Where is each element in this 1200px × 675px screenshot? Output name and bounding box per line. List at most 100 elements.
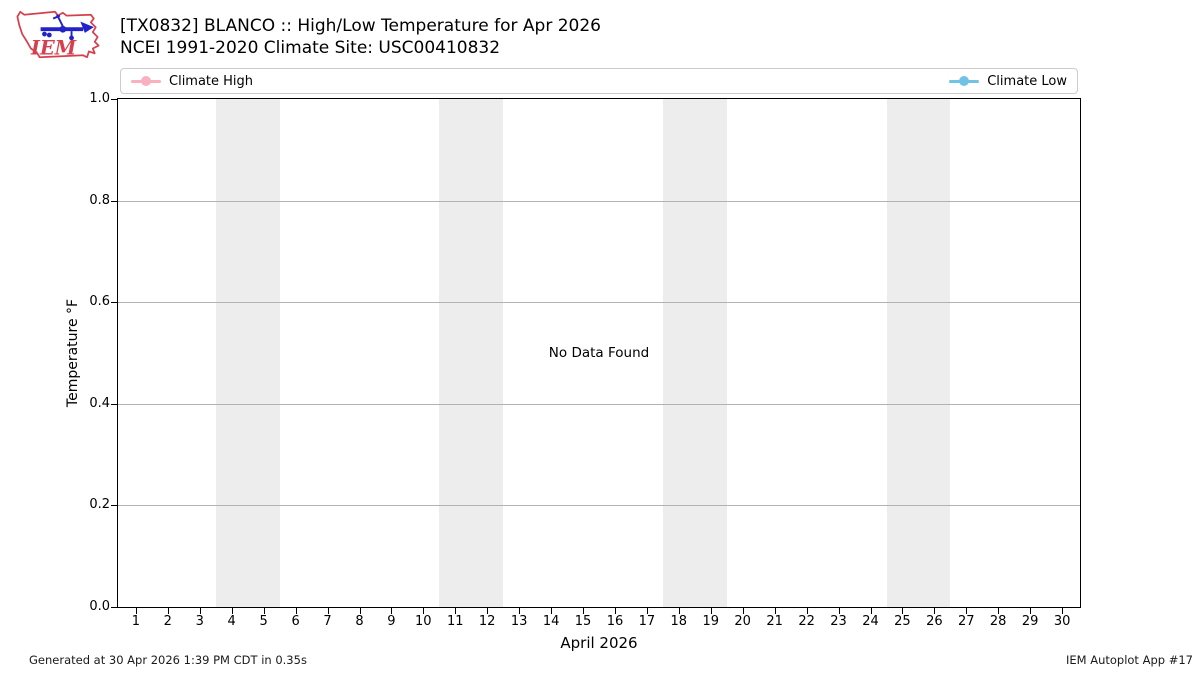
x-tick-label: 17 bbox=[638, 614, 656, 629]
x-tick-mark bbox=[838, 608, 840, 614]
x-tick-mark bbox=[519, 608, 521, 614]
y-tick-label: 0.8 bbox=[89, 192, 110, 208]
y-tick-label: 0.4 bbox=[89, 395, 110, 411]
climate-high-marker-icon bbox=[131, 75, 161, 87]
title-block: [TX0832] BLANCO :: High/Low Temperature … bbox=[120, 15, 601, 59]
x-tick-mark bbox=[678, 608, 680, 614]
x-tick-mark bbox=[774, 608, 776, 614]
y-tick-mark bbox=[111, 505, 118, 507]
x-tick-label: 11 bbox=[447, 614, 464, 629]
plot-area: No Data Found bbox=[117, 98, 1081, 608]
y-tick-label: 0.2 bbox=[89, 497, 110, 513]
x-tick-label: 16 bbox=[606, 614, 624, 629]
x-tick-mark bbox=[199, 608, 201, 614]
legend-label-climate-high: Climate High bbox=[169, 73, 254, 89]
chart-subtitle: NCEI 1991-2020 Climate Site: USC00410832 bbox=[120, 38, 501, 58]
x-tick-mark bbox=[934, 608, 936, 614]
x-tick-mark bbox=[455, 608, 457, 614]
x-tick-label: 26 bbox=[926, 614, 943, 629]
y-axis-label: Temperature °F bbox=[65, 298, 81, 408]
legend-label-climate-low: Climate Low bbox=[987, 73, 1067, 89]
iowa-outline-icon bbox=[16, 10, 100, 59]
x-tick-label: 8 bbox=[355, 614, 364, 629]
x-tick-label: 30 bbox=[1053, 614, 1071, 629]
weekend-shading-band bbox=[215, 99, 280, 607]
weekend-shading-band bbox=[662, 99, 727, 607]
x-tick-label: 6 bbox=[291, 614, 300, 629]
x-tick-label: 10 bbox=[415, 614, 432, 629]
x-tick-label: 3 bbox=[195, 614, 204, 629]
y-gridline bbox=[118, 200, 1080, 202]
x-tick-label: 27 bbox=[958, 614, 975, 629]
x-tick-mark bbox=[710, 608, 712, 614]
climate-low-marker-icon bbox=[949, 75, 980, 87]
x-tick-mark bbox=[295, 608, 297, 614]
x-tick-label: 22 bbox=[798, 614, 815, 629]
x-tick-label: 18 bbox=[670, 614, 688, 629]
y-tick-mark bbox=[111, 302, 118, 304]
x-axis-label: April 2026 bbox=[560, 634, 638, 652]
x-tick-mark bbox=[966, 608, 968, 614]
x-tick-label: 2 bbox=[163, 614, 172, 629]
x-tick-mark bbox=[583, 608, 584, 614]
x-tick-label: 21 bbox=[766, 614, 783, 629]
x-tick-label: 1 bbox=[131, 614, 141, 629]
y-tick-label: 1.0 bbox=[89, 91, 110, 106]
iem-logo-graphic: IEM bbox=[16, 10, 100, 59]
y-gridline bbox=[118, 505, 1080, 507]
x-tick-label: 9 bbox=[387, 614, 396, 629]
y-tick-mark bbox=[111, 99, 118, 100]
y-tick-label: 0.6 bbox=[89, 294, 110, 310]
x-tick-mark bbox=[487, 608, 489, 614]
x-tick-mark bbox=[1030, 608, 1032, 614]
x-tick-mark bbox=[998, 608, 1000, 614]
y-tick-mark bbox=[111, 607, 118, 608]
weekend-shading-band bbox=[886, 99, 951, 607]
x-tick-mark bbox=[135, 608, 137, 614]
chart-title: [TX0832] BLANCO :: High/Low Temperature … bbox=[120, 16, 601, 36]
x-tick-mark bbox=[615, 608, 616, 614]
y-tick-label: 0.0 bbox=[89, 599, 110, 614]
iem-logo-text: IEM bbox=[30, 36, 77, 59]
x-tick-label: 29 bbox=[1021, 614, 1039, 629]
x-tick-mark bbox=[551, 608, 553, 614]
weekend-shading-band bbox=[439, 99, 504, 607]
x-tick-label: 28 bbox=[989, 614, 1007, 629]
x-tick-label: 14 bbox=[542, 614, 560, 629]
x-tick-label: 13 bbox=[510, 614, 528, 629]
legend-item-climate-low: Climate Low bbox=[949, 74, 1067, 89]
no-data-message: No Data Found bbox=[548, 345, 650, 361]
x-tick-mark bbox=[742, 608, 744, 614]
legend-item-climate-high: Climate High bbox=[131, 74, 253, 89]
y-tick-mark bbox=[111, 403, 118, 405]
y-gridline bbox=[118, 302, 1080, 304]
x-tick-label: 25 bbox=[894, 614, 911, 629]
x-tick-label: 19 bbox=[702, 614, 720, 629]
x-tick-mark bbox=[231, 608, 233, 614]
x-tick-label: 23 bbox=[830, 614, 847, 629]
app-credit: IEM Autoplot App #17 bbox=[1065, 653, 1193, 667]
x-tick-mark bbox=[1062, 608, 1064, 614]
y-tick-mark bbox=[111, 200, 118, 202]
x-tick-mark bbox=[902, 608, 904, 614]
x-tick-mark bbox=[870, 608, 872, 614]
y-gridline bbox=[118, 403, 1080, 405]
x-tick-mark bbox=[391, 608, 393, 614]
x-tick-label: 15 bbox=[574, 614, 592, 629]
x-tick-mark bbox=[263, 608, 265, 614]
x-tick-label: 7 bbox=[323, 614, 332, 629]
x-tick-mark bbox=[167, 608, 169, 614]
weather-vane-icon bbox=[40, 14, 94, 41]
x-tick-mark bbox=[359, 608, 361, 614]
generated-timestamp: Generated at 30 Apr 2026 1:39 PM CDT in … bbox=[29, 653, 307, 667]
iem-logo: IEM bbox=[8, 6, 108, 64]
x-tick-label: 20 bbox=[734, 614, 751, 629]
x-tick-mark bbox=[327, 608, 329, 614]
x-tick-label: 12 bbox=[478, 614, 496, 629]
x-tick-label: 4 bbox=[227, 614, 236, 629]
x-tick-mark bbox=[806, 608, 808, 614]
legend: Climate High Climate Low bbox=[120, 68, 1078, 94]
x-tick-label: 5 bbox=[259, 614, 268, 629]
x-tick-mark bbox=[423, 608, 425, 614]
